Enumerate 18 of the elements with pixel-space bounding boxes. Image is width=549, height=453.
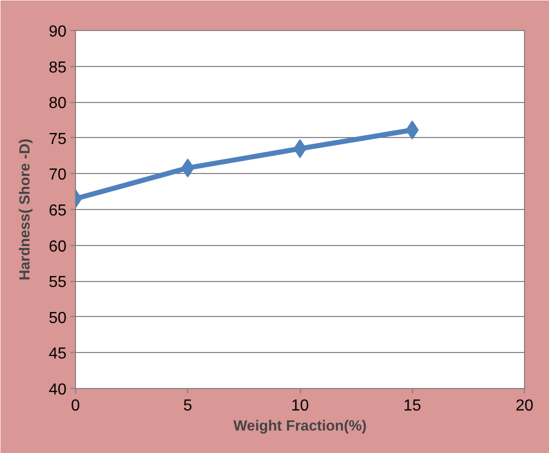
y-tick-label: 90 (48, 24, 67, 40)
y-tick-label: 75 (48, 130, 67, 148)
y-tick-label: 85 (48, 59, 67, 76)
y-tick-label: 50 (48, 310, 67, 327)
y-tick-label: 55 (48, 274, 67, 292)
x-tick-label: 5 (183, 398, 192, 414)
x-tick-label: 20 (516, 398, 534, 414)
y-tick-label: 70 (48, 166, 67, 184)
y-tick-label: 45 (48, 346, 67, 363)
x-tick-label: 15 (403, 398, 422, 414)
y-tick-label: 65 (48, 202, 67, 220)
y-tick-label: 40 (48, 382, 67, 398)
x-tick-label: 10 (291, 398, 309, 414)
y-tick-label: 80 (48, 95, 67, 112)
y-axis-title: Hardness( Shore -D) (18, 138, 34, 280)
y-tick-label: 60 (48, 238, 67, 256)
x-tick-label: 0 (71, 398, 80, 414)
x-axis-title: Weight Fraction(%) (233, 418, 367, 434)
